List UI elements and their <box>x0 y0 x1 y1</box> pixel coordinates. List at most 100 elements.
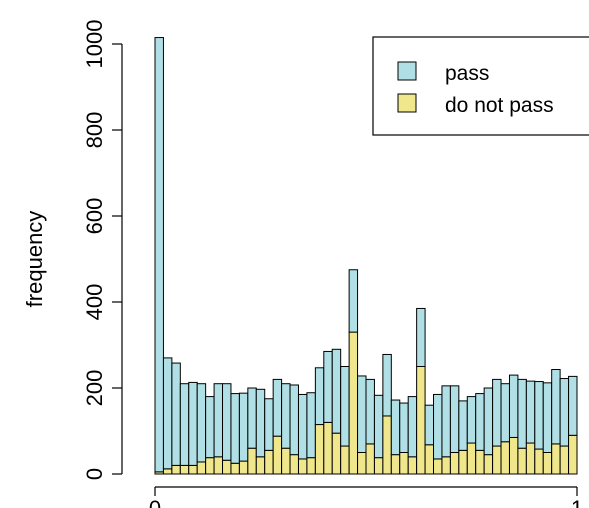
legend: pass do not pass <box>372 36 589 136</box>
bar-pass <box>357 375 367 453</box>
bar-pass <box>179 383 190 466</box>
y-tick-label: 0 <box>82 468 107 480</box>
bar-do-not-pass <box>255 456 266 475</box>
bar-do-not-pass <box>348 331 359 475</box>
bar-do-not-pass <box>196 461 207 475</box>
bar-pass <box>230 393 240 464</box>
bar-do-not-pass <box>466 442 477 475</box>
bar-pass <box>534 381 544 450</box>
bar-do-not-pass <box>390 454 401 475</box>
bar-pass <box>390 399 401 456</box>
bar-do-not-pass <box>238 460 249 475</box>
bar-do-not-pass <box>492 445 502 475</box>
bar-pass <box>213 383 224 458</box>
bar-do-not-pass <box>399 452 409 475</box>
bar-pass <box>483 387 494 456</box>
bar-pass <box>382 353 392 417</box>
bar-pass <box>475 393 485 451</box>
bar-pass <box>154 37 164 473</box>
bar-pass <box>323 350 333 423</box>
bar-pass <box>525 380 536 444</box>
bar-pass <box>551 369 561 445</box>
bar-do-not-pass <box>559 445 570 475</box>
bar-do-not-pass <box>416 366 426 475</box>
bar-pass <box>188 381 198 466</box>
bar-do-not-pass <box>222 459 232 475</box>
y-tick-label: 200 <box>82 370 107 407</box>
bar-do-not-pass <box>306 457 316 475</box>
bar-do-not-pass <box>272 435 283 475</box>
bar-pass <box>205 396 215 459</box>
bar-pass <box>255 388 266 458</box>
bar-pass <box>281 383 291 449</box>
bar-pass <box>416 307 426 368</box>
x-axis: 01 <box>149 486 583 508</box>
bar-pass <box>568 375 578 436</box>
bar-do-not-pass <box>424 444 435 475</box>
bar-pass <box>441 385 451 458</box>
legend-swatch-pass <box>397 61 417 81</box>
bar-pass <box>297 393 308 460</box>
bar-do-not-pass <box>247 447 257 475</box>
bar-do-not-pass <box>449 452 460 475</box>
bar-pass <box>373 394 384 459</box>
bar-do-not-pass <box>373 457 384 475</box>
bar-pass <box>272 378 283 437</box>
legend-swatch-do-not-pass <box>397 93 417 113</box>
bar-do-not-pass <box>568 434 578 475</box>
bar-pass <box>264 398 274 451</box>
bar-pass <box>508 374 519 438</box>
x-tick-label: 0 <box>149 496 161 508</box>
bar-pass <box>424 404 435 446</box>
bar-pass <box>500 383 510 443</box>
bar-do-not-pass <box>517 447 527 475</box>
bar-do-not-pass <box>331 432 342 475</box>
legend-label-do-not-pass: do not pass <box>445 94 554 117</box>
bar-pass <box>331 348 342 434</box>
bar-pass <box>407 396 418 458</box>
bar-pass <box>306 392 316 459</box>
bar-do-not-pass <box>382 415 392 475</box>
bar-pass <box>314 367 325 426</box>
bar-do-not-pass <box>407 456 418 475</box>
bar-do-not-pass <box>357 452 367 475</box>
bar-do-not-pass <box>281 447 291 475</box>
bar-pass <box>222 383 232 461</box>
legend-label-pass: pass <box>445 62 489 85</box>
bar-pass <box>238 392 249 462</box>
bar-do-not-pass <box>433 458 443 475</box>
bar-pass <box>399 402 409 453</box>
bar-do-not-pass <box>500 441 510 475</box>
bar-do-not-pass <box>213 456 224 475</box>
bar-do-not-pass <box>508 436 519 475</box>
bar-do-not-pass <box>230 462 240 475</box>
bar-do-not-pass <box>483 454 494 475</box>
bar-do-not-pass <box>441 456 451 475</box>
bar-pass <box>171 362 181 466</box>
bar-do-not-pass <box>205 457 215 475</box>
bar-pass <box>559 378 570 447</box>
y-axis: 0 200 400 600 800 1000 <box>82 20 123 480</box>
bar-do-not-pass <box>534 448 544 475</box>
bar-pass <box>542 382 553 453</box>
bar-pass <box>196 383 207 463</box>
bar-do-not-pass <box>171 464 181 475</box>
bar-pass <box>289 384 299 456</box>
bar-do-not-pass <box>542 452 553 475</box>
bar-do-not-pass <box>297 458 308 475</box>
bar-do-not-pass <box>340 445 350 475</box>
bar-do-not-pass <box>179 464 190 475</box>
y-tick-label: 800 <box>82 112 107 149</box>
bars-group <box>154 37 578 475</box>
bar-pass <box>466 396 477 444</box>
legend-box <box>372 36 589 136</box>
bar-do-not-pass <box>264 449 274 475</box>
bar-do-not-pass <box>475 449 485 475</box>
bar-pass <box>458 400 468 451</box>
bar-do-not-pass <box>314 424 325 475</box>
bar-pass <box>517 378 527 449</box>
bar-do-not-pass <box>458 449 468 475</box>
x-tick-label: 1 <box>571 496 583 508</box>
bar-do-not-pass <box>323 421 333 475</box>
